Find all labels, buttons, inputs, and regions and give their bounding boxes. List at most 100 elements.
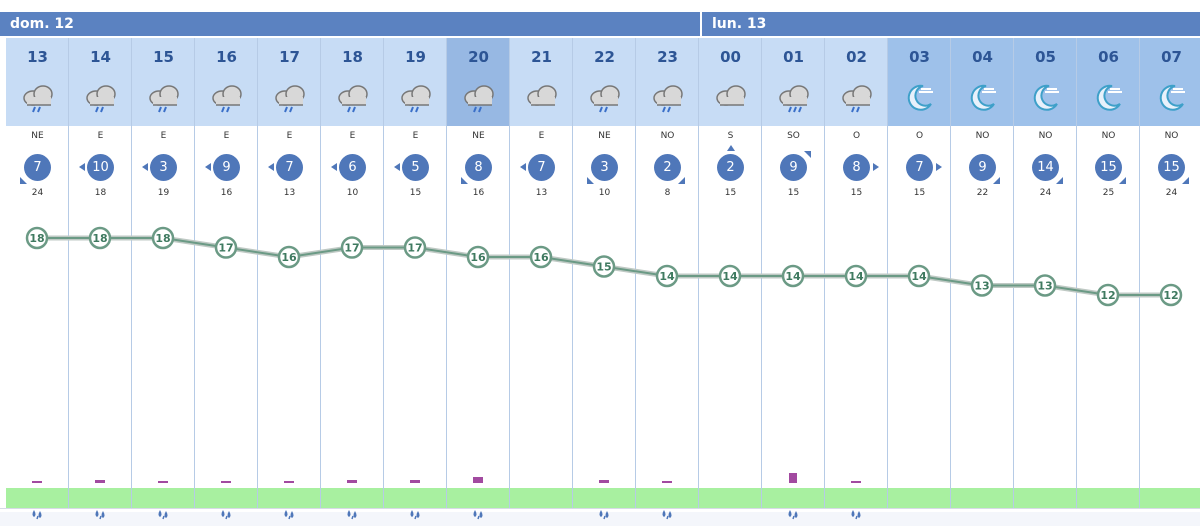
ground-strip xyxy=(888,488,950,508)
rain-bar xyxy=(221,481,231,483)
wind-direction: O xyxy=(852,131,861,141)
wind-speed-badge: 5 xyxy=(402,154,429,181)
ground-strip xyxy=(195,488,257,508)
ground-strip xyxy=(1014,488,1076,508)
wind-arrow-icon xyxy=(79,163,85,171)
wind-direction: E xyxy=(223,131,230,141)
wind-direction: E xyxy=(538,131,545,141)
wind-gust: 16 xyxy=(220,188,233,198)
hour-label: 19 xyxy=(405,48,426,66)
moon-icon xyxy=(1090,78,1128,116)
hour-header xyxy=(1014,38,1077,126)
wind-gust: 10 xyxy=(598,188,611,198)
wind-arrow-icon xyxy=(20,177,27,184)
wind-gust: 10 xyxy=(346,188,359,198)
ground-strip xyxy=(951,488,1013,508)
ground-strip xyxy=(825,488,887,508)
wind-direction: NE xyxy=(472,131,485,141)
wind-speed-badge: 15 xyxy=(1158,154,1185,181)
wind-arrow-icon xyxy=(936,163,942,171)
rain-cloud-icon xyxy=(82,78,120,116)
rain-drops-icon xyxy=(282,507,298,521)
moon-icon xyxy=(1153,78,1191,116)
wind-speed-badge: 2 xyxy=(717,154,744,181)
hour-column: 17E7130.3 xyxy=(258,38,321,520)
rain-bar xyxy=(599,480,609,483)
ground-strip xyxy=(69,488,131,508)
hour-header xyxy=(699,38,762,126)
wind-speed-badge: 14 xyxy=(1032,154,1059,181)
wind-arrow-icon xyxy=(394,163,400,171)
hour-header xyxy=(888,38,951,126)
hour-label: 00 xyxy=(720,48,741,66)
wind-arrow-icon xyxy=(1119,177,1126,184)
wind-gust: 16 xyxy=(472,188,485,198)
wind-arrow-icon xyxy=(142,163,148,171)
hour-label: 05 xyxy=(1035,48,1056,66)
wind-arrow-icon xyxy=(1056,177,1063,184)
hour-column: 18E6100.4 xyxy=(321,38,384,520)
ground-strip xyxy=(1140,488,1200,508)
ground-strip xyxy=(699,488,761,508)
wind-gust: 8 xyxy=(664,188,671,198)
hour-label: 18 xyxy=(342,48,363,66)
wind-gust: 13 xyxy=(535,188,548,198)
rain-bar xyxy=(789,473,797,483)
hour-label: 06 xyxy=(1098,48,1119,66)
wind-speed-badge: 8 xyxy=(465,154,492,181)
day-bar-sun: dom. 12 xyxy=(0,12,700,36)
hour-header xyxy=(951,38,1014,126)
heavy-rain-cloud-icon xyxy=(775,78,813,116)
wind-direction: SO xyxy=(787,131,800,141)
rain-cloud-icon xyxy=(838,78,876,116)
wind-gust: 15 xyxy=(850,188,863,198)
hour-label: 04 xyxy=(972,48,993,66)
wind-gust: 19 xyxy=(157,188,170,198)
wind-arrow-icon xyxy=(993,177,1000,184)
hour-column: 06 NO 15 25 xyxy=(1077,38,1140,508)
wind-speed-badge: 10 xyxy=(87,154,114,181)
hour-label: 16 xyxy=(216,48,237,66)
wind-gust: 15 xyxy=(724,188,737,198)
wind-speed-badge: 15 xyxy=(1095,154,1122,181)
wind-speed-badge: 3 xyxy=(591,154,618,181)
wind-direction: NO xyxy=(1164,131,1179,141)
wind-gust: 25 xyxy=(1102,188,1115,198)
rain-drops-icon xyxy=(849,507,865,521)
wind-speed-badge: 9 xyxy=(213,154,240,181)
moon-icon xyxy=(1027,78,1065,116)
rain-bar xyxy=(158,481,168,483)
hour-label: 15 xyxy=(153,48,174,66)
cloud-icon xyxy=(523,78,561,116)
rain-drops-icon xyxy=(597,507,613,521)
rain-bar xyxy=(95,480,105,483)
hour-label: 17 xyxy=(279,48,300,66)
wind-gust: 24 xyxy=(31,188,44,198)
wind-arrow-icon xyxy=(804,151,811,158)
wind-arrow-icon xyxy=(205,163,211,171)
ground-strip xyxy=(6,488,68,508)
hour-label: 02 xyxy=(846,48,867,66)
wind-speed-badge: 7 xyxy=(528,154,555,181)
rain-cloud-icon xyxy=(649,78,687,116)
hour-column: 05 NO 14 24 xyxy=(1014,38,1077,508)
rain-bar xyxy=(851,481,861,483)
wind-direction: NE xyxy=(598,131,611,141)
hour-column: 07 NO 15 24 xyxy=(1140,38,1200,508)
wind-arrow-icon xyxy=(678,177,685,184)
rain-bar xyxy=(410,480,420,483)
ground-strip xyxy=(762,488,824,508)
hour-column: 03 O 7 15 xyxy=(888,38,951,508)
wind-gust: 18 xyxy=(94,188,107,198)
day-separator xyxy=(700,12,702,36)
wind-arrow-icon xyxy=(268,163,274,171)
hour-column: 20NE8161 xyxy=(447,38,510,520)
hour-label: 01 xyxy=(783,48,804,66)
wind-speed-badge: 9 xyxy=(780,154,807,181)
hour-column: 19E5150.4 xyxy=(384,38,447,520)
hour-label: 03 xyxy=(909,48,930,66)
wind-direction: NE xyxy=(31,131,44,141)
wind-speed-badge: 7 xyxy=(906,154,933,181)
wind-direction: NO xyxy=(975,131,990,141)
